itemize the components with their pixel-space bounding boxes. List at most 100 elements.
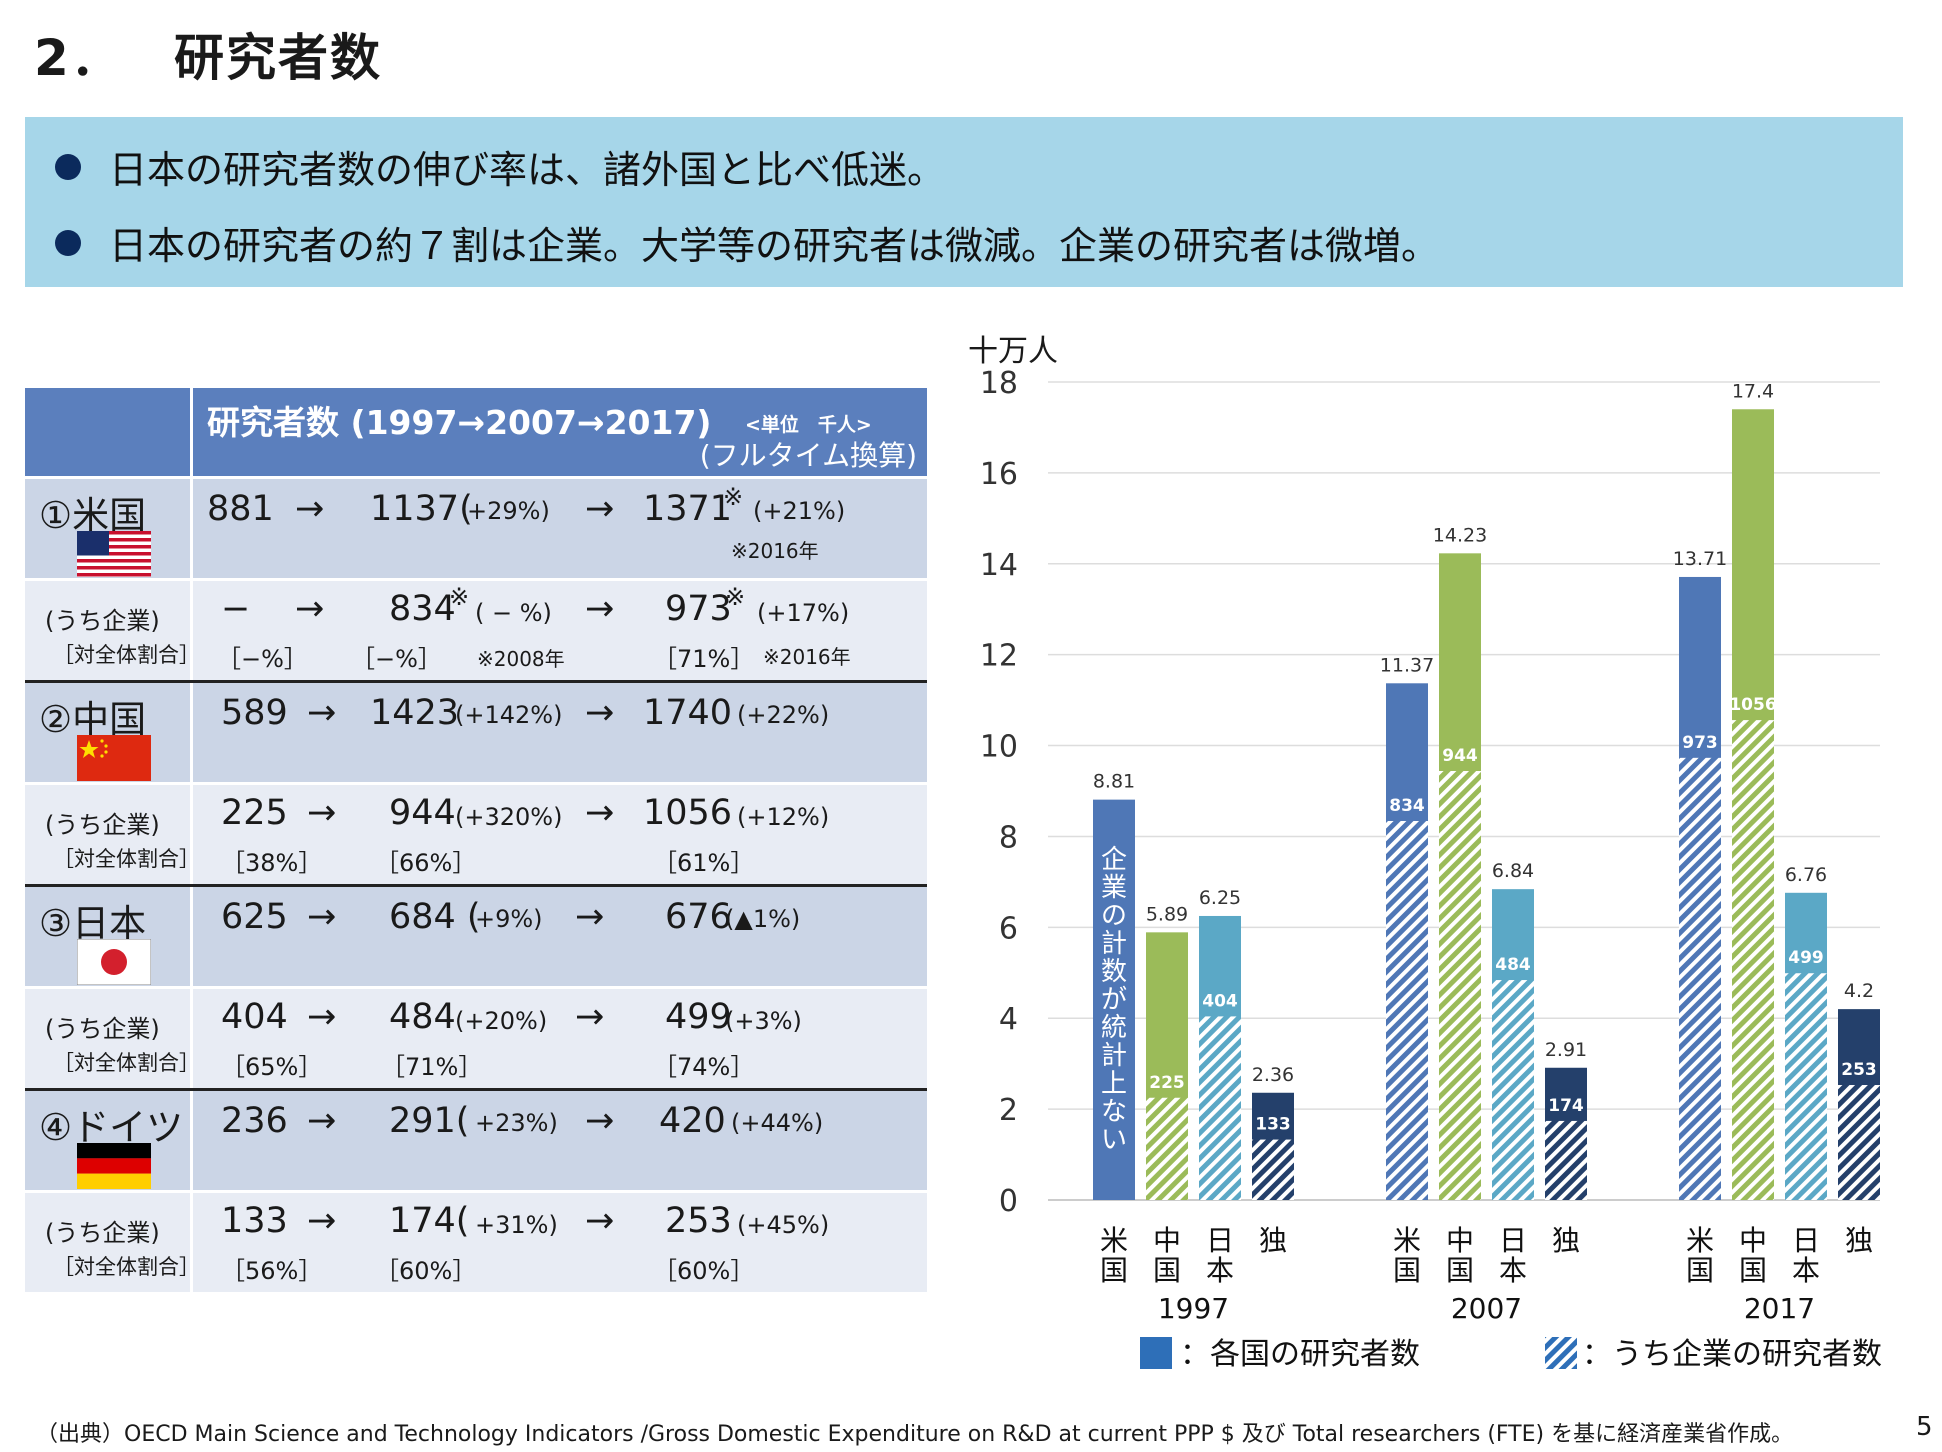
country-axis-label: 日 — [1499, 1224, 1527, 1257]
no-corp-annotation: 業 — [1101, 873, 1127, 903]
source-note: （出典）OECD Main Science and Technology Ind… — [36, 1422, 1794, 1447]
y-tick-label: 0 — [999, 1184, 1018, 1219]
table-row-usa-corp: (うち企業) ［対全体割合］ − → 834 ※ ( − %) → 973 ※ … — [25, 578, 927, 680]
bar-corp-1997-3 — [1252, 1139, 1294, 1200]
japan-flag-icon — [77, 939, 151, 985]
table-fte: (フルタイム換算) — [699, 439, 917, 472]
total-value-label: 8.81 — [1093, 771, 1135, 793]
researchers-bar-chart: 0 2 4 6 8 10 12 14 16 18 8.81 米国 225 5.89 中国 404 6.25 日本… — [980, 366, 1882, 1372]
country-axis-label: 国 — [1393, 1254, 1421, 1287]
legend-corp-label: ：うち企業の研究者数 — [1582, 1337, 1882, 1372]
corp-value-label: 484 — [1495, 955, 1531, 975]
bar-corp-2007-3 — [1545, 1120, 1587, 1200]
germany-flag-icon — [77, 1143, 151, 1189]
y-tick-label: 4 — [999, 1002, 1018, 1037]
table-row-china-total: ②中国 589 → 1423 (+142%) → 1740 (+22%) — [25, 680, 927, 782]
country-axis-label: 本 — [1206, 1254, 1234, 1287]
total-value-label: 2.36 — [1252, 1064, 1294, 1086]
total-value-label: 11.37 — [1380, 654, 1434, 676]
country-axis-label: 国 — [1153, 1254, 1181, 1287]
no-corp-annotation: い — [1101, 1125, 1127, 1155]
country-axis-label: 日 — [1792, 1224, 1820, 1257]
bar-corp-1997-2 — [1199, 1016, 1241, 1200]
no-corp-annotation: 計 — [1101, 929, 1127, 959]
country-axis-label: 国 — [1100, 1254, 1128, 1287]
no-corp-annotation: 企 — [1101, 845, 1127, 875]
bar-corp-2007-0 — [1386, 820, 1428, 1200]
y-tick-label: 18 — [980, 366, 1018, 401]
corp-value-label: 834 — [1389, 796, 1425, 816]
no-corp-annotation: 計 — [1101, 1041, 1127, 1071]
table-unit: <単位 千人> — [745, 414, 872, 436]
legend-total-label: ：各国の研究者数 — [1180, 1337, 1420, 1372]
country-axis-label: 日 — [1206, 1224, 1234, 1257]
year-axis-label: 2017 — [1744, 1292, 1815, 1325]
country-axis-label: 中 — [1446, 1224, 1474, 1257]
no-corp-annotation: な — [1101, 1097, 1127, 1127]
y-tick-label: 6 — [999, 911, 1018, 946]
country-name-usa: ①米国 — [39, 494, 147, 537]
country-axis-label: 本 — [1499, 1254, 1527, 1287]
table-heading: 研究者数 (1997→2007→2017) — [207, 403, 712, 442]
researchers-table: 研究者数 (1997→2007→2017) <単位 千人> (フルタイム換算) … — [25, 388, 927, 1292]
chart-y-unit: 十万人 — [968, 334, 1058, 369]
table-row-germany-total: ④ドイツ 236 → 291( +23%) → 420 (+44%) — [25, 1088, 927, 1190]
corp-value-label: 1056 — [1729, 695, 1776, 715]
no-corp-annotation: 上 — [1101, 1069, 1127, 1099]
no-corp-annotation: が — [1101, 985, 1127, 1015]
corp-value-label: 973 — [1682, 733, 1718, 753]
page-title: 2． 研究者数 — [34, 18, 382, 90]
y-tick-label: 8 — [999, 820, 1018, 855]
table-row-usa-total: ①米国 881 → 1137( +29%) → 1371 ※ (+21%) ※2… — [25, 476, 927, 578]
total-value-label: 4.2 — [1844, 980, 1874, 1002]
bullet-dot-icon — [55, 153, 81, 180]
total-value-label: 6.76 — [1785, 864, 1827, 886]
legend-total-swatch — [1140, 1337, 1172, 1369]
bar-corp-2017-0 — [1679, 757, 1721, 1200]
bullet-1: 日本の研究者数の伸び率は、諸外国と比べ低迷。 — [55, 139, 945, 194]
country-axis-label: 米 — [1686, 1224, 1714, 1257]
corp-value-label: 225 — [1149, 1073, 1185, 1093]
total-value-label: 6.84 — [1492, 860, 1534, 882]
bullet-2: 日本の研究者の約７割は企業。大学等の研究者は微減。企業の研究者は微増。 — [55, 215, 1439, 270]
table-row-japan-total: ③日本 625 → 684 ( +9%) → 676 (▲1%) — [25, 884, 927, 986]
y-tick-label: 14 — [980, 548, 1018, 583]
country-axis-label: 独 — [1552, 1224, 1580, 1257]
total-value-label: 2.91 — [1545, 1039, 1587, 1061]
country-axis-label: 中 — [1153, 1224, 1181, 1257]
bar-corp-2017-2 — [1785, 973, 1827, 1200]
section-title: 研究者数 — [174, 29, 382, 87]
page-number: 5 — [1916, 1412, 1933, 1442]
table-header: 研究者数 (1997→2007→2017) <単位 千人> (フルタイム換算) — [25, 388, 927, 476]
country-name-china: ②中国 — [39, 698, 147, 741]
y-tick-label: 10 — [980, 730, 1018, 765]
total-value-label: 14.23 — [1433, 524, 1487, 546]
bar-total-1997-0 — [1093, 799, 1135, 1200]
no-corp-annotation: の — [1101, 901, 1127, 931]
table-row-germany-corp: (うち企業) ［対全体割合］ 133 → 174( +31%) → 253 (+… — [25, 1190, 927, 1292]
country-axis-label: 独 — [1259, 1224, 1287, 1257]
year-axis-label: 2007 — [1451, 1292, 1522, 1325]
bar-corp-2017-3 — [1838, 1085, 1880, 1200]
country-name-germany: ④ドイツ — [39, 1106, 184, 1149]
country-axis-label: 中 — [1739, 1224, 1767, 1257]
corp-value-label: 133 — [1255, 1115, 1291, 1135]
legend-corp-swatch — [1545, 1337, 1577, 1369]
country-axis-label: 米 — [1100, 1224, 1128, 1257]
bar-corp-2017-1 — [1732, 720, 1774, 1200]
table-row-china-corp: (うち企業) ［対全体割合］ 225 → 944 (+320%) → 1056 … — [25, 782, 927, 884]
total-value-label: 13.71 — [1673, 548, 1727, 570]
y-tick-label: 2 — [999, 1093, 1018, 1128]
year-axis-label: 1997 — [1158, 1292, 1229, 1325]
corp-value-label: 404 — [1202, 991, 1238, 1011]
country-axis-label: 本 — [1792, 1254, 1820, 1287]
bullet-dot-icon — [55, 229, 81, 256]
corp-value-label: 499 — [1788, 948, 1824, 968]
table-row-japan-corp: (うち企業) ［対全体割合］ 404 → 484 (+20%) → 499 (+… — [25, 986, 927, 1088]
summary-banner: 日本の研究者数の伸び率は、諸外国と比べ低迷。 日本の研究者の約７割は企業。大学等… — [25, 117, 1903, 287]
y-tick-label: 16 — [980, 457, 1018, 492]
total-value-label: 5.89 — [1146, 903, 1188, 925]
y-tick-label: 12 — [980, 639, 1018, 674]
section-number: 2． — [34, 29, 123, 87]
country-axis-label: 米 — [1393, 1224, 1421, 1257]
